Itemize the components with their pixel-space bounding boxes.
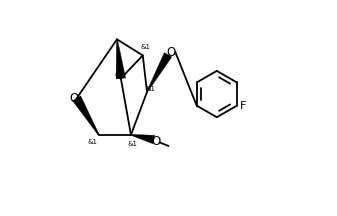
Text: F: F <box>240 101 246 111</box>
Text: &1: &1 <box>127 141 137 148</box>
Text: &1: &1 <box>88 139 98 145</box>
Polygon shape <box>147 53 172 92</box>
Text: &1: &1 <box>146 86 156 92</box>
Text: O: O <box>114 69 123 82</box>
Polygon shape <box>116 39 126 79</box>
Text: O: O <box>151 135 160 148</box>
Polygon shape <box>131 134 155 144</box>
Polygon shape <box>72 96 99 135</box>
Text: O: O <box>69 92 78 105</box>
Text: &1: &1 <box>140 44 150 51</box>
Text: O: O <box>166 46 175 59</box>
